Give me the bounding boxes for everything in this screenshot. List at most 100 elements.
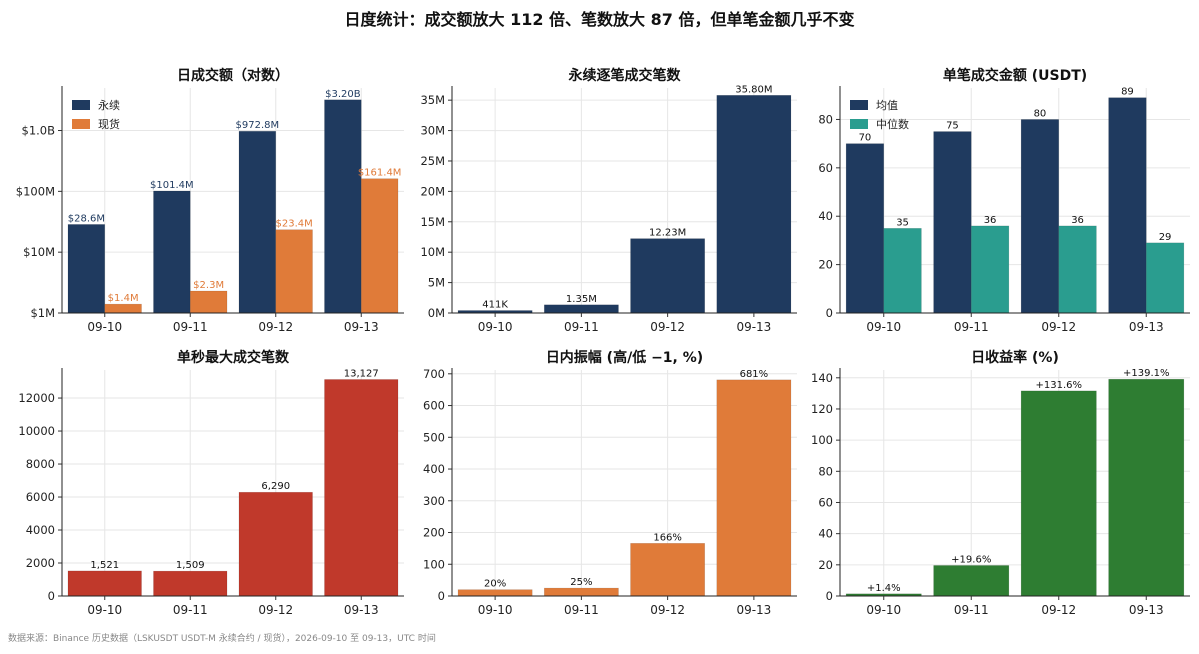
x-tick-label: 09-13 [1129,320,1164,334]
data-label: $28.6M [68,213,105,224]
chart-3: 单笔成交金额 (USDT) 0 20 40 60 80 70 75 80 89 35 36 36 29 09… [818,67,1190,334]
bar [238,130,277,314]
bar [1108,378,1185,597]
bar [630,543,706,597]
x-tick-label: 09-13 [736,603,771,617]
legend-swatch [850,119,868,129]
data-label: +131.6% [1035,380,1082,391]
page-title: 日度统计：成交额放大 112 倍、笔数放大 87 倍，但单笔金额几乎不变 [344,10,855,29]
x-tick-label: 09-11 [564,320,599,334]
bar [543,304,619,314]
x-tick-label: 09-13 [344,320,379,334]
data-label: $161.4M [358,168,402,179]
y-tick-label: 140 [811,371,833,385]
y-tick-label: 20 [818,258,833,272]
y-tick-label: 300 [423,494,445,508]
chart-title: 单秒最大成交笔数 [177,349,290,366]
bar [457,589,533,597]
bar [1020,119,1060,314]
y-tick-label: 80 [818,464,833,478]
y-tick-label: 500 [423,430,445,444]
y-tick-label: 2000 [26,556,55,570]
bar [933,131,972,314]
legend-label: 中位数 [876,117,909,131]
y-tick-label: $1M [30,306,55,320]
x-tick-label: 09-13 [1129,603,1164,617]
y-tick-label: 35M [420,93,445,107]
y-tick-label: 700 [423,367,445,381]
bar [1145,242,1185,314]
bar [970,225,1010,314]
legend-label: 均值 [876,99,898,112]
bar [845,143,885,314]
x-tick-label: 09-13 [344,603,379,617]
chart-title: 日收益率 (%) [971,349,1059,366]
chart-title: 日成交额（对数） [177,67,289,84]
y-tick-label: 12000 [18,391,55,405]
x-tick-label: 09-12 [650,320,685,334]
data-label: 411K [482,300,508,311]
chart-2: 永续逐笔成交笔数 0M 5M 10M 15M 20M 25M 30M 35M 411K 1.35M 1… [420,67,797,334]
data-label: 35 [896,217,909,228]
legend-swatch [72,119,90,129]
bar [933,565,1010,597]
chart-title: 永续逐笔成交笔数 [568,67,682,84]
bar [324,99,362,314]
bar [630,238,706,314]
x-tick-label: 09-12 [650,603,685,617]
data-label: 12.23M [649,228,686,239]
chart-title: 日内振幅 (高/低 −1, %) [546,349,703,366]
data-label: $101.4M [150,180,194,191]
x-tick-label: 09-12 [258,603,293,617]
data-label: $23.4M [275,219,312,230]
data-label: 166% [653,532,682,543]
x-tick-label: 09-12 [1041,603,1076,617]
chart-title: 单笔成交金额 (USDT) [943,67,1087,84]
y-tick-label: 15M [420,215,445,229]
x-tick-label: 09-11 [564,603,599,617]
y-tick-label: $1.0B [22,124,56,138]
chart-1: 日成交额（对数） $1M $10M $100M $1.0B $28.6M $101.4M $9… [16,67,404,334]
data-label: 89 [1121,87,1134,98]
bar [275,229,313,314]
y-tick-label: 0 [826,589,833,603]
x-tick-label: 09-10 [87,603,122,617]
chart-5: 日内振幅 (高/低 −1, %) 0 100 200 300 400 500 600 700 20… [423,349,797,617]
bar [67,224,106,314]
data-label: 681% [740,369,769,380]
x-tick-label: 09-10 [478,320,513,334]
y-tick-label: 0M [428,306,445,320]
y-tick-label: 600 [423,399,445,413]
y-tick-label: 0 [48,589,55,603]
y-tick-label: 60 [818,161,833,175]
data-label: 1,521 [90,560,119,571]
x-tick-label: 09-10 [478,603,513,617]
bar [1058,225,1097,314]
x-tick-label: 09-11 [954,603,989,617]
data-label: 36 [1071,215,1084,226]
x-tick-label: 09-13 [736,320,771,334]
y-tick-label: 200 [423,526,445,540]
chart-4: 单秒最大成交笔数 0 2000 4000 6000 8000 10000 12000 1,521… [18,349,404,617]
x-tick-label: 09-10 [866,320,901,334]
data-label: 13,127 [344,368,379,379]
data-label: 36 [984,215,997,226]
legend-label: 永续 [98,98,120,112]
chart-6: 日收益率 (%) 0 20 40 60 80 100 120 140 +1.4% +19.6% +13… [811,349,1190,617]
bar [189,290,228,314]
y-tick-label: 10000 [18,424,55,438]
bar [153,190,191,314]
data-label: +19.6% [951,554,991,565]
y-tick-label: 120 [811,402,833,416]
y-tick-label: 60 [818,495,833,509]
data-label: 35.80M [735,84,772,95]
x-tick-label: 09-10 [87,320,122,334]
source-footnote: 数据来源：Binance 历史数据（LSKUSDT USDT-M 永续合约 / … [8,634,436,644]
bar [716,94,792,314]
legend-swatch [850,100,868,110]
bar [1020,390,1097,597]
data-label: 25% [570,577,592,588]
data-label: $3.20B [325,89,361,100]
y-tick-label: 30M [420,124,445,138]
y-tick-label: 100 [811,433,833,447]
